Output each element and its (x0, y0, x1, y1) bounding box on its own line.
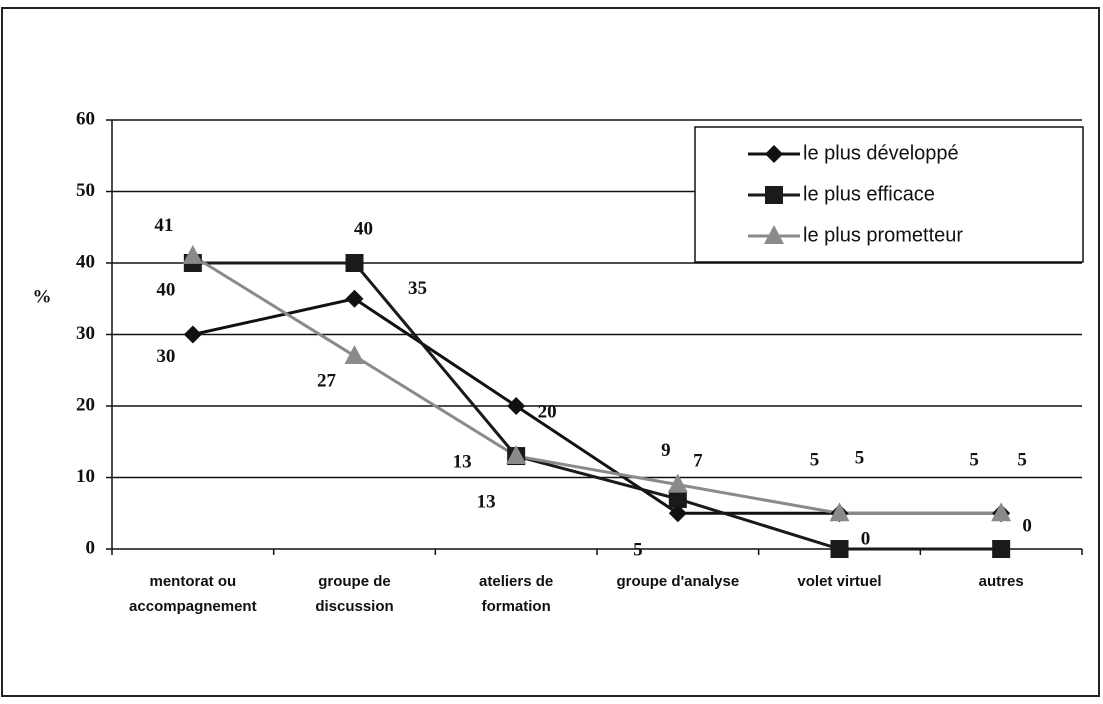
marker (345, 289, 364, 308)
marker (668, 489, 687, 508)
data-label: 13 (477, 491, 496, 512)
x-tick-label: groupe d'analyse (616, 573, 739, 590)
data-label: 5 (855, 448, 865, 469)
y-tick-label: 60 (76, 108, 95, 129)
y-tick-label: 30 (76, 323, 95, 344)
marker (829, 502, 850, 522)
data-label: 5 (969, 450, 979, 471)
marker (183, 325, 202, 344)
marker (344, 344, 365, 364)
data-label: 0 (1022, 515, 1032, 536)
data-label: 40 (156, 279, 175, 300)
y-tick-label: 40 (76, 251, 95, 272)
legend: le plus développé le plus efficace le plus… (694, 126, 1084, 263)
marker (992, 540, 1011, 558)
x-tick-label: autres (979, 573, 1024, 590)
data-label: 0 (861, 528, 871, 549)
marker (764, 225, 784, 244)
marker (507, 397, 526, 415)
marker (667, 473, 688, 493)
data-label: 5 (633, 540, 643, 561)
data-label: 27 (317, 370, 337, 391)
marker (182, 244, 203, 264)
marker (345, 254, 364, 272)
data-label: 40 (354, 218, 373, 239)
frame (1, 7, 1100, 697)
y-axis-label: % (33, 286, 52, 307)
data-label: 30 (156, 346, 175, 367)
marker (991, 502, 1012, 522)
data-label: 13 (453, 451, 472, 472)
marker (668, 504, 687, 523)
y-tick-label: 0 (86, 537, 96, 558)
data-label: 41 (154, 215, 173, 236)
line (192, 254, 1002, 515)
y-tick-label: 10 (76, 466, 95, 487)
x-tick-label: mentorat ou accompagnement (129, 573, 257, 615)
x-tick-label: groupe de discussion (315, 573, 393, 615)
x-tick-label: volet virtuel (797, 573, 881, 590)
x-tick-label: ateliers de formation (479, 573, 553, 615)
data-label: 5 (810, 450, 820, 471)
y-tick-label: 20 (76, 394, 95, 415)
line (192, 261, 1002, 551)
y-tick-label: 50 (76, 180, 95, 201)
legend-label: le plus prometteur (803, 224, 963, 246)
data-label: 5 (1017, 450, 1027, 471)
data-label: 9 (661, 440, 671, 461)
marker (765, 186, 783, 204)
legend-label: le plus efficace (803, 183, 935, 205)
marker (765, 145, 783, 163)
marker (506, 445, 527, 465)
marker (830, 540, 849, 558)
data-label: 20 (538, 401, 557, 422)
data-label: 7 (693, 450, 703, 471)
data-label: 35 (408, 278, 427, 299)
legend-label: le plus développé (803, 142, 959, 164)
